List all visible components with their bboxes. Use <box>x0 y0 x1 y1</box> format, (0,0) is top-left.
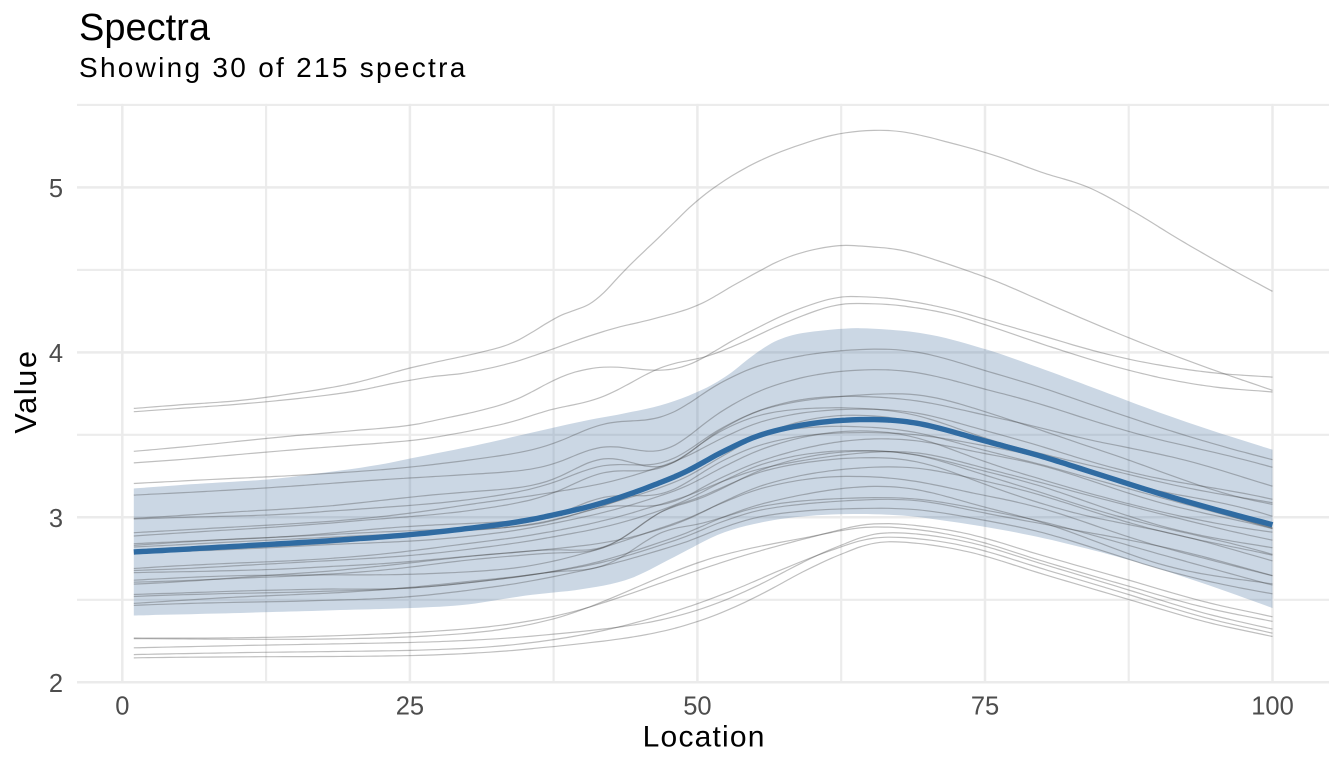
svg-text:75: 75 <box>971 693 999 721</box>
svg-text:100: 100 <box>1251 693 1294 721</box>
svg-text:Showing 30 of 215 spectra: Showing 30 of 215 spectra <box>79 52 468 83</box>
svg-text:Spectra: Spectra <box>79 7 211 49</box>
svg-text:Location: Location <box>643 720 766 753</box>
svg-text:4: 4 <box>49 340 63 368</box>
svg-text:Value: Value <box>9 349 43 433</box>
svg-text:25: 25 <box>396 693 424 721</box>
svg-text:5: 5 <box>49 175 63 203</box>
svg-text:3: 3 <box>49 505 63 533</box>
svg-text:2: 2 <box>49 670 63 698</box>
svg-text:0: 0 <box>115 693 129 721</box>
svg-text:50: 50 <box>683 693 711 721</box>
